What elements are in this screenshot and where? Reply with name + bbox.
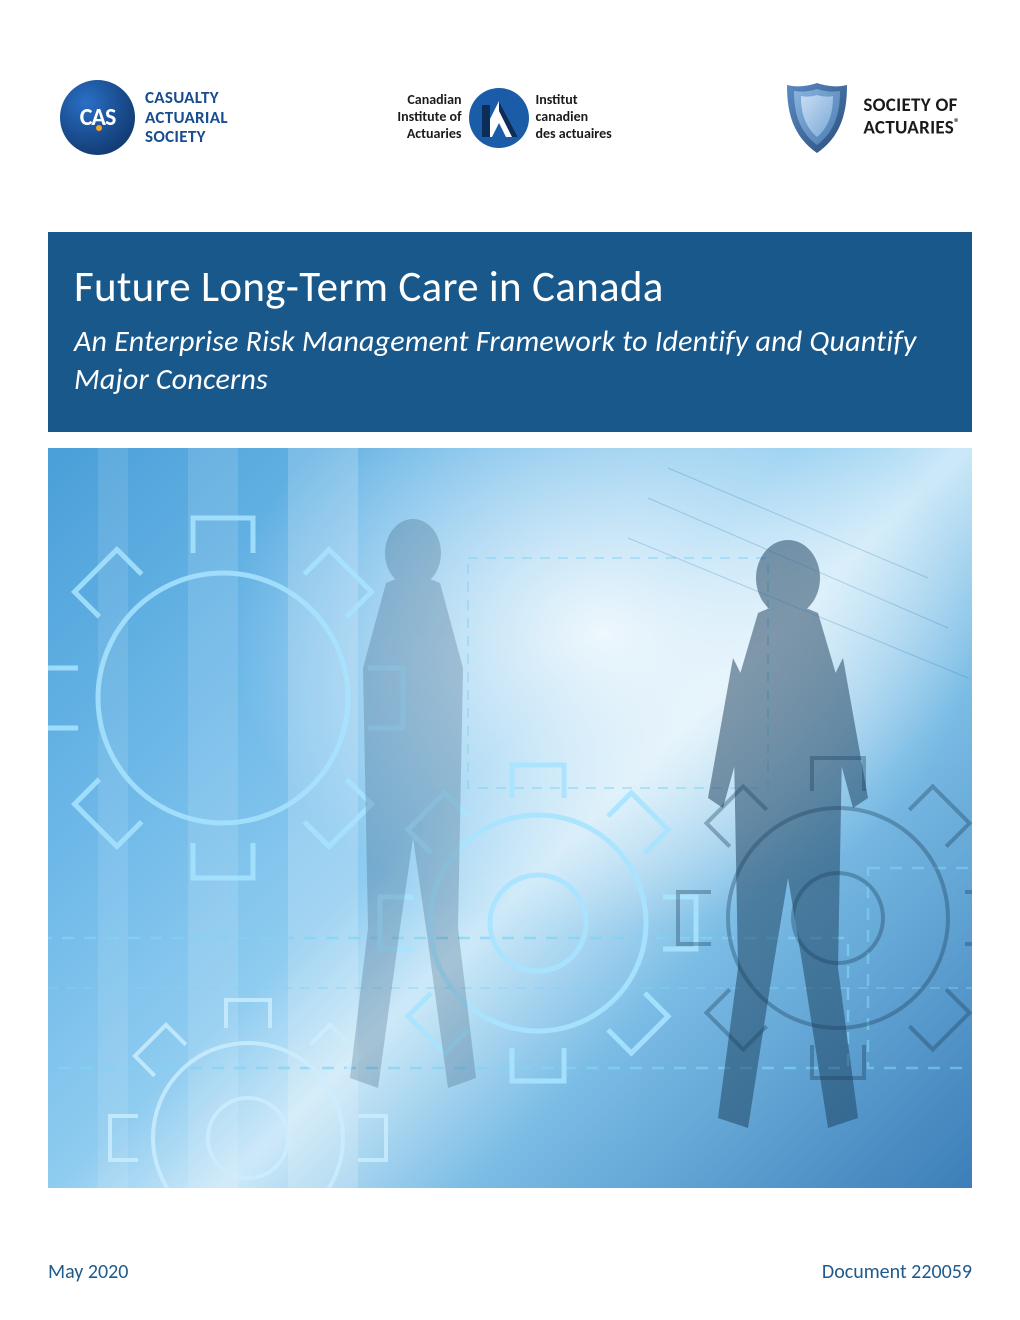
registered-mark: ® [954, 116, 960, 129]
cia-en-line3: Actuaries [397, 126, 461, 143]
cia-fr-line1: Institut [536, 92, 612, 109]
soa-name-line1: SOCIETY OF [863, 96, 960, 117]
cia-triangle-icon [468, 87, 530, 149]
cas-circle-icon: CAS [60, 80, 135, 155]
soa-name-line2: ACTUARIES® [863, 117, 960, 139]
logos-row: CAS CASUALTY ACTUARIAL SOCIETY Canadian … [60, 70, 960, 165]
footer: May 2020 Document 220059 [48, 1260, 972, 1284]
document-subtitle: An Enterprise Risk Management Framework … [74, 323, 946, 400]
cas-name: CASUALTY ACTUARIAL SOCIETY [145, 88, 228, 147]
cas-dot-icon [96, 125, 102, 131]
cia-english-name: Canadian Institute of Actuaries [397, 92, 461, 142]
document-title: Future Long-Term Care in Canada [74, 260, 946, 313]
cia-en-line1: Canadian [397, 92, 461, 109]
cas-name-line2: ACTUARIAL [145, 108, 228, 128]
cas-logo-block: CAS CASUALTY ACTUARIAL SOCIETY [60, 80, 228, 155]
footer-document-number: Document 220059 [822, 1260, 972, 1284]
footer-date: May 2020 [48, 1260, 128, 1284]
cia-french-name: Institut canadien des actuaires [536, 92, 612, 142]
title-banner: Future Long-Term Care in Canada An Enter… [48, 232, 972, 432]
soa-name: SOCIETY OF ACTUARIES® [863, 96, 960, 139]
soa-logo-block: SOCIETY OF ACTUARIES® [781, 79, 960, 157]
gears-illustration-icon [48, 448, 972, 1188]
cia-fr-line3: des actuaires [536, 126, 612, 143]
cia-en-line2: Institute of [397, 109, 461, 126]
hero-image [48, 448, 972, 1188]
cia-fr-line2: canadien [536, 109, 612, 126]
cia-logo-block: Canadian Institute of Actuaries Institut… [397, 87, 611, 149]
cas-name-line1: CASUALTY [145, 88, 228, 108]
soa-shield-icon [781, 79, 853, 157]
cas-name-line3: SOCIETY [145, 127, 228, 147]
